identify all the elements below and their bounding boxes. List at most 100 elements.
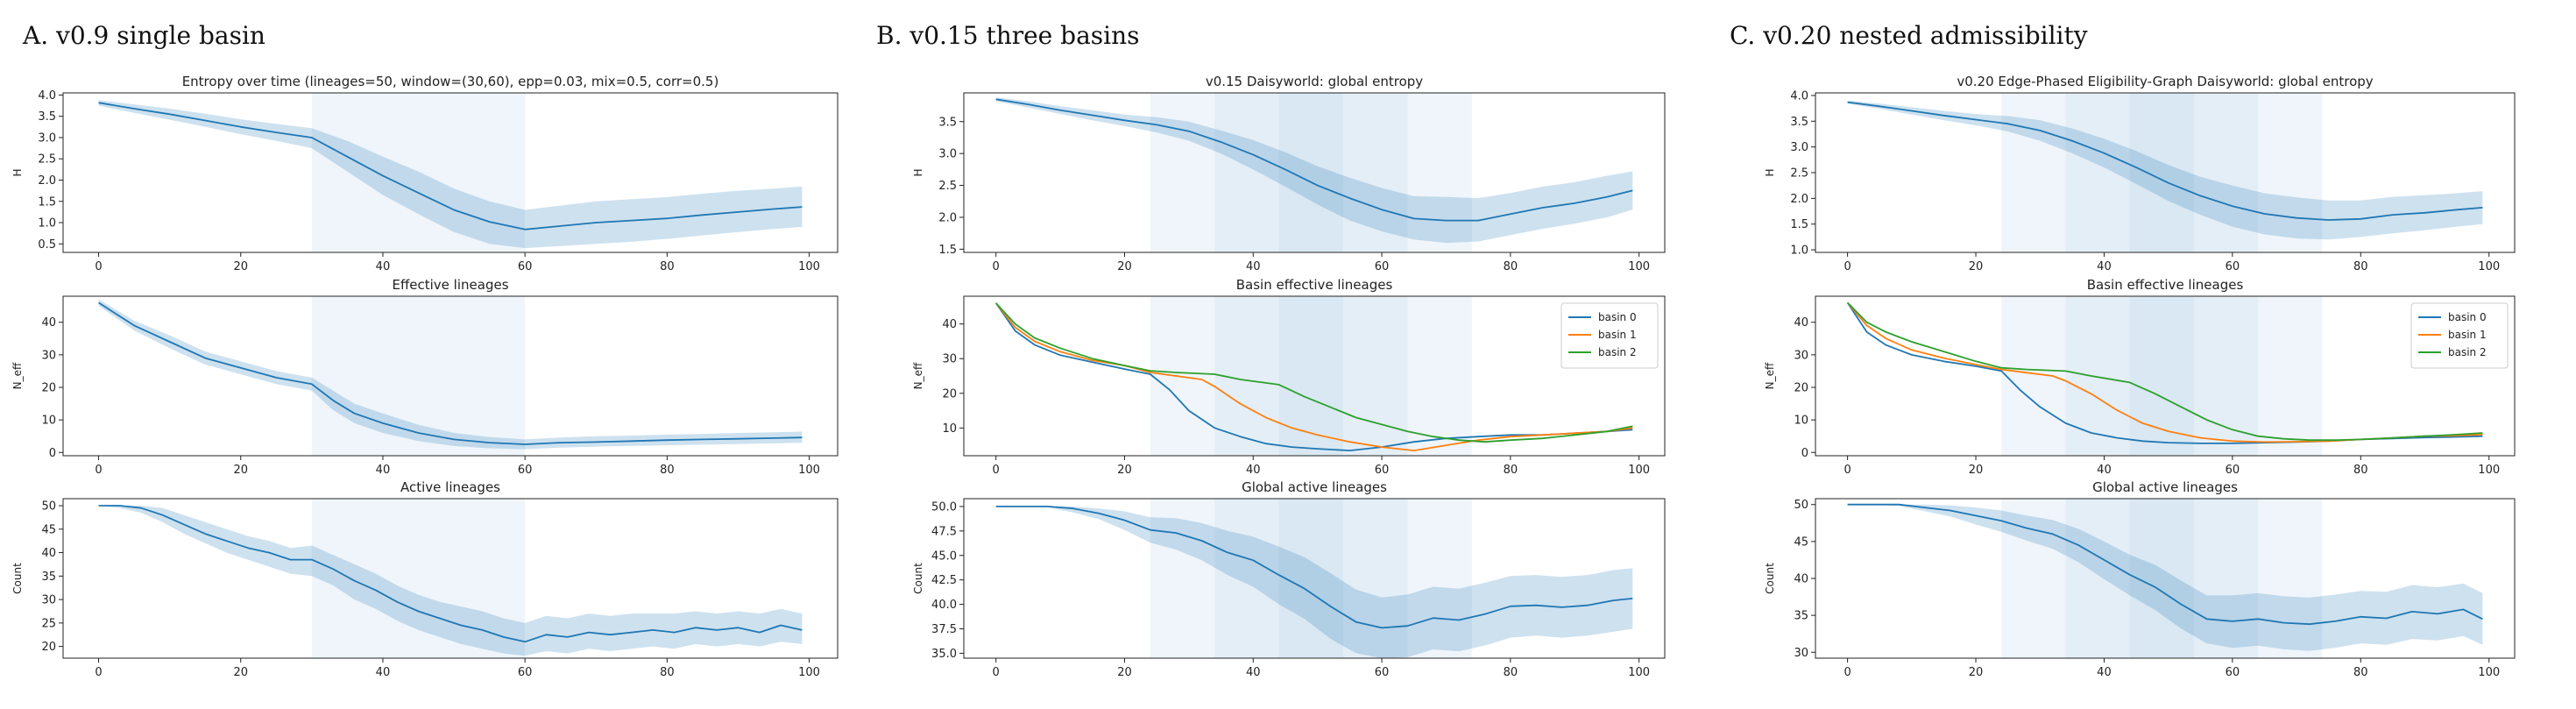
y-tick-label: 0 [49,447,56,460]
column-c-heading: C. v0.20 nested admissibility [1730,21,2088,50]
shade-band-3 [2193,499,2259,658]
chart-A3: 0 20 40 60 80 100 20 25 30 35 40 45 50 Active lineage… [11,479,839,679]
shade-band-1 [2065,93,2130,252]
shade-band-4 [1407,296,1472,456]
y-tick-label: 2.0 [938,211,957,224]
chart-title: Global active lineages [1242,479,1387,495]
x-tick-label: 0 [993,464,1000,477]
legend-label: basin 2 [2448,346,2487,358]
series-line-basin-0 [994,302,1633,451]
shade-band-2 [1278,499,1344,658]
chart-title: v0.15 Daisyworld: global entropy [1206,74,1423,89]
x-tick-label: 40 [1246,464,1261,477]
series-line-0 [98,505,803,643]
x-tick-label: 0 [95,260,102,273]
x-tick-label: 60 [2226,464,2240,477]
axes-frame [62,295,839,457]
x-tick-label: 80 [660,666,675,679]
y-tick-label: 50 [41,500,56,514]
shade-band-2 [1278,93,1344,252]
x-tick-label: 80 [660,260,675,273]
x-tick-label: 0 [1844,260,1851,273]
series-line-0 [995,506,1633,629]
x-tick-label: 0 [1844,666,1851,679]
chart-A1: 0 20 40 60 80 100 0.5 1.0 1.5 2.0 2.5 3.0 3.5 4.0 Entr… [11,74,839,273]
x-tick-label: 20 [1117,260,1132,273]
y-tick-label: 3.5 [938,116,957,129]
x-tick-label: 100 [2478,464,2500,477]
y-tick-label: 30 [1794,349,1808,362]
y-tick-label: 0 [1801,447,1808,460]
y-tick-label: 47.5 [931,525,957,538]
chart-title: Basin effective lineages [1236,277,1393,293]
x-tick-label: 60 [1375,666,1390,679]
column-b-heading: B. v0.15 three basins [876,21,1140,50]
legend-label: basin 0 [2448,311,2487,323]
x-tick-label: 60 [518,260,533,273]
x-tick-label: 100 [798,260,820,273]
y-tick-label: 40 [942,318,957,331]
x-tick-label: 40 [1246,666,1261,679]
x-tick-label: 60 [518,666,533,679]
x-tick-label: 20 [1117,666,1132,679]
y-tick-label: 4.0 [1790,89,1808,103]
y-tick-label: 45 [1794,535,1808,549]
shade-band-0 [311,296,526,456]
chart-B1: 0 20 40 60 80 100 1.5 2.0 2.5 3.0 3.5 v0.15 Daisywo… [912,74,1666,273]
chart-A2: 0 20 40 60 80 100 0 10 20 30 40 Effective lineages N… [11,277,839,477]
x-tick-label: 80 [2353,260,2368,273]
y-tick-label: 20 [41,382,56,395]
axes-frame [1815,295,2516,457]
y-tick-label: 50.0 [931,500,957,514]
y-tick-label: 0.5 [38,238,56,252]
y-tick-label: 2.5 [1790,167,1808,181]
column-b: B. v0.15 three basins [859,0,1717,709]
chart-title: Entropy over time (lineages=50, window=(… [182,74,719,89]
chart-C3: 0 20 40 60 80 100 30 35 40 45 50 Global active line… [1764,479,2516,679]
shade-band-3 [1343,499,1408,658]
chart-B2: 0 20 40 60 80 100 10 20 30 40 Basin effective line… [912,277,1666,477]
y-axis-label: N_eff [11,362,24,389]
y-axis-label: Count [1764,563,1776,594]
series-line-0 [98,301,803,445]
shade-band-4 [1407,499,1472,658]
shade-band-3 [1343,93,1408,252]
chart-title: v0.20 Edge-Phased Eligibility-Graph Dais… [1957,74,2373,89]
y-tick-label: 2.5 [38,153,56,167]
y-tick-label: 37.5 [931,623,957,636]
chart-title: Active lineages [400,479,500,495]
chart-title: Effective lineages [392,277,508,293]
x-tick-label: 60 [1375,464,1390,477]
x-tick-label: 40 [376,260,391,273]
axes-frame [963,92,1666,253]
confidence-band-0 [1847,504,2483,651]
confidence-band-0 [995,97,1633,244]
y-tick-label: 45.0 [931,549,957,563]
y-tick-label: 3.0 [1790,141,1808,154]
y-axis-label: N_eff [1764,362,1776,389]
x-tick-label: 20 [233,666,248,679]
confidence-band-0 [995,506,1633,658]
y-tick-label: 20 [1794,382,1808,395]
chart-C2: 0 20 40 60 80 100 0 10 20 30 40 Basin effective lin… [1764,277,2516,477]
series-line-0 [1847,503,2483,626]
y-axis-label: H [1764,168,1776,176]
y-tick-label: 40 [41,316,56,330]
x-tick-label: 0 [993,666,1000,679]
y-tick-label: 30 [41,594,56,607]
legend-label: basin 2 [1598,346,1637,358]
legend-label: basin 1 [1598,329,1637,341]
series-line-0 [1847,101,2483,221]
shade-band-2 [2129,499,2194,658]
x-tick-label: 40 [2097,260,2112,273]
x-tick-label: 0 [95,464,102,477]
y-tick-label: 25 [41,617,56,630]
shade-band-1 [1214,93,1279,252]
x-tick-label: 0 [993,260,1000,273]
y-tick-label: 3.5 [1790,116,1808,129]
series-line-0 [98,102,803,230]
confidence-band-0 [98,100,803,249]
x-tick-label: 0 [1844,464,1851,477]
y-tick-label: 40 [41,547,56,560]
